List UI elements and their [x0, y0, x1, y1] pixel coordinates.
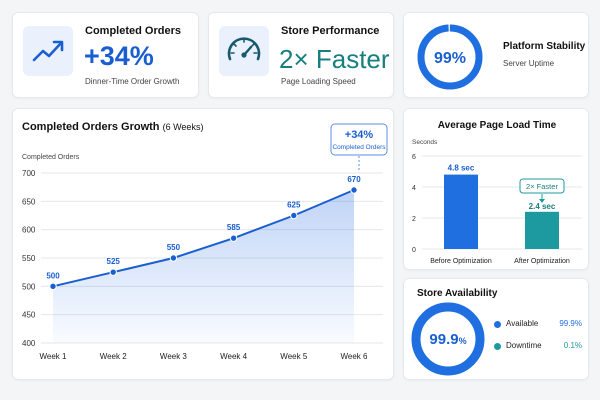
donut-slice: [411, 302, 485, 376]
completed-orders-card: Completed Orders +34% Dinner-Time Order …: [12, 12, 199, 98]
y-tick-label: 450: [22, 311, 36, 320]
x-tick-label: Week 6: [341, 352, 369, 361]
legend-dot: [494, 321, 501, 328]
completed-orders-value: +34%: [84, 41, 154, 71]
legend-value: 99.9%: [559, 319, 582, 328]
y-tick-label: 500: [22, 282, 36, 291]
store-performance-title: Store Performance: [281, 25, 380, 37]
faster-badge-text: 2× Faster: [526, 182, 558, 191]
callout-value: +34%: [345, 129, 374, 141]
x-tick-label: Week 3: [160, 352, 188, 361]
store-availability-card: Store Availability 99.9% Available 99.9% D…: [403, 278, 589, 380]
growth-callout: +34% Completed Orders: [330, 123, 388, 171]
data-point: [290, 211, 298, 220]
completed-orders-subtitle: Dinner-Time Order Growth: [85, 77, 180, 86]
y-tick-label: 4: [412, 185, 416, 192]
y-tick-label: 400: [22, 339, 36, 348]
x-tick-label: Week 2: [100, 352, 128, 361]
data-label: 670: [347, 175, 361, 184]
page-load-ylabel: Seconds: [412, 139, 438, 146]
x-tick-label: Week 1: [40, 352, 68, 361]
y-tick-label: 650: [22, 197, 36, 206]
completed-orders-title: Completed Orders: [85, 25, 181, 37]
y-tick-label: 600: [22, 226, 36, 235]
data-label: 500: [46, 271, 60, 280]
page-load-card: Average Page Load Time Seconds 0 2 4 6 4.8 …: [403, 108, 589, 270]
store-performance-card: Store Performance 2× Faster Page Loading…: [208, 12, 394, 98]
data-label: 585: [227, 223, 241, 232]
callout-label: Completed Orders: [332, 144, 386, 151]
y-tick-label: 700: [22, 169, 36, 178]
y-tick-label: 550: [22, 254, 36, 263]
legend-item: Downtime 0.1%: [492, 341, 582, 353]
bar-value-label: 2.4 sec: [529, 202, 556, 211]
platform-stability-title: Platform Stability: [503, 41, 586, 52]
uptime-value: 99%: [434, 50, 466, 67]
data-point: [169, 254, 178, 262]
trending-up-icon: [23, 26, 73, 76]
legend-dot: [494, 343, 501, 350]
speedometer-icon: [219, 26, 269, 76]
platform-stability-subtitle: Server Uptime: [503, 59, 555, 68]
availability-value: 99.9%: [429, 331, 466, 348]
store-performance-subtitle: Page Loading Speed: [281, 77, 356, 86]
x-tick-label: After Optimization: [514, 258, 570, 265]
orders-growth-title-main: Completed Orders Growth: [22, 121, 160, 133]
data-point: [350, 186, 358, 194]
orders-growth-title: Completed Orders Growth (6 Weeks): [22, 121, 203, 133]
page-load-chart: Seconds 0 2 4 6 4.8 sec Before Optimization 2…: [412, 139, 582, 265]
availability-donut: 99.9%: [411, 302, 485, 376]
legend-label: Downtime: [506, 341, 542, 350]
page-load-title: Average Page Load Time: [437, 120, 557, 131]
x-tick-label: Before Optimization: [430, 258, 492, 265]
legend-label: Available: [506, 319, 539, 328]
orders-growth-card: Completed Orders Growth (6 Weeks) Comple…: [12, 108, 394, 380]
store-performance-value: 2× Faster: [279, 44, 390, 74]
data-point: [49, 282, 57, 291]
uptime-ring: 99%: [417, 24, 483, 90]
legend-item: Available 99.9%: [492, 319, 582, 331]
y-tick-label: 0: [412, 247, 416, 254]
orders-growth-chart: Completed Orders 400 450 500 550 600 650 700 5…: [22, 123, 388, 361]
data-point: [109, 268, 117, 276]
orders-growth-title-suffix: (6 Weeks): [162, 122, 204, 132]
data-label: 625: [287, 201, 301, 210]
x-tick-label: Week 4: [220, 352, 248, 361]
data-label: 525: [107, 257, 121, 266]
x-tick-label: Week 5: [280, 352, 308, 361]
store-availability-title: Store Availability: [417, 288, 498, 299]
faster-badge: 2× Faster: [519, 178, 565, 203]
orders-growth-area: [53, 190, 354, 343]
bar: [525, 211, 559, 249]
legend-value: 0.1%: [563, 341, 582, 350]
y-tick-label: 2: [412, 216, 416, 223]
bar-value-label: 4.8 sec: [448, 164, 475, 173]
y-tick-label: 6: [412, 154, 416, 161]
data-label: 550: [167, 243, 181, 252]
bar: [444, 174, 478, 249]
orders-growth-ylabel: Completed Orders: [22, 154, 80, 161]
orders-growth-line: [52, 189, 355, 288]
data-point: [229, 234, 238, 242]
platform-stability-card: 99% Platform Stability Server Uptime: [403, 12, 589, 98]
